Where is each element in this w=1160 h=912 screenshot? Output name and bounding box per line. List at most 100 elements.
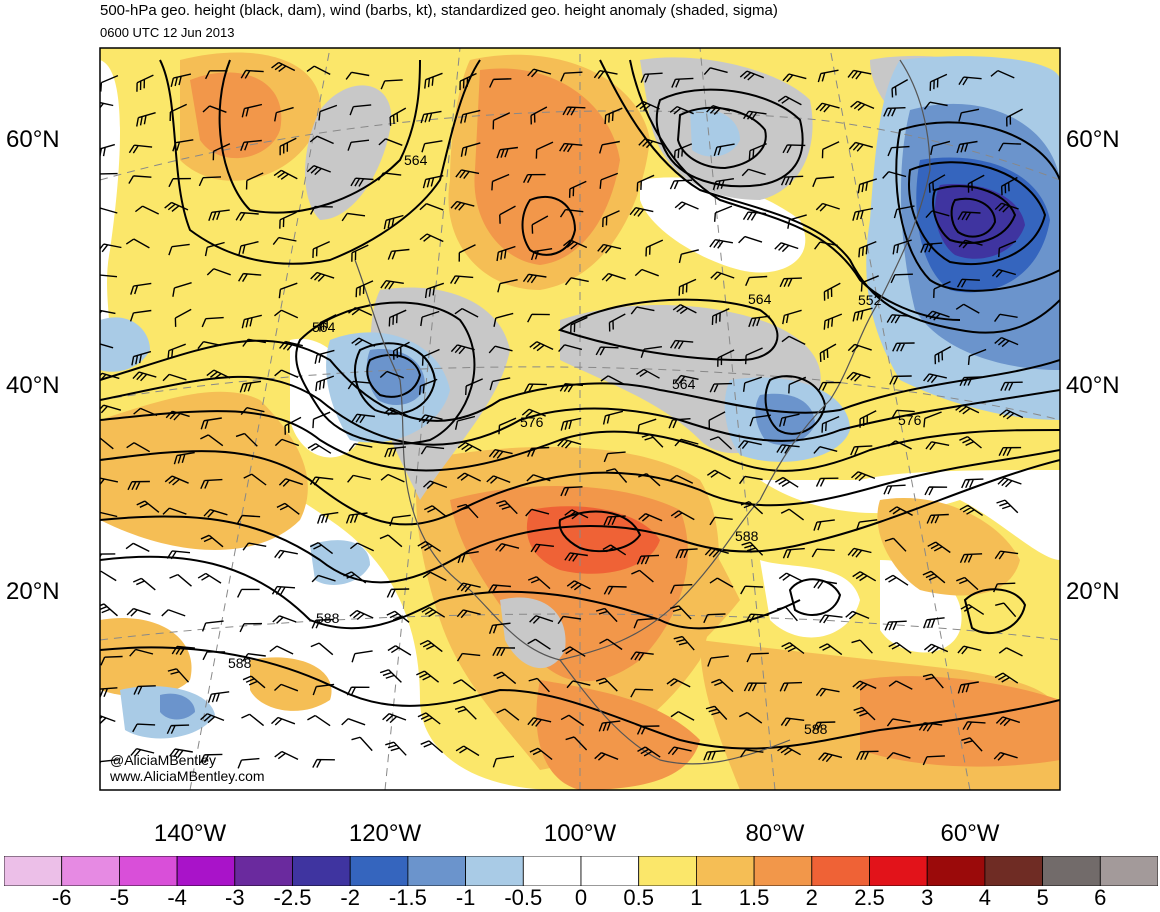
colorbar-swatch xyxy=(522,856,582,886)
colorbar-swatch xyxy=(638,856,697,886)
wind-barb xyxy=(269,645,294,655)
wind-barb xyxy=(421,606,446,618)
wind-barb xyxy=(284,416,302,435)
wind-barb xyxy=(678,249,699,264)
colorbar-swatch xyxy=(119,856,178,886)
wind-barb xyxy=(530,543,554,553)
wind-barb xyxy=(128,175,152,184)
wind-barb xyxy=(527,717,552,727)
wind-barb xyxy=(819,614,843,624)
wind-barb xyxy=(635,368,660,379)
wind-barb xyxy=(345,512,368,524)
wind-barb xyxy=(349,609,374,621)
wind-barb xyxy=(738,235,763,244)
wind-barb xyxy=(522,273,547,284)
wind-barb xyxy=(890,273,913,284)
wind-barb xyxy=(492,755,515,768)
wind-barb xyxy=(991,268,1016,278)
wind-barb xyxy=(319,314,337,332)
wind-barb xyxy=(530,248,553,261)
wind-barb xyxy=(967,174,985,193)
wind-barb xyxy=(845,610,870,620)
wind-barb xyxy=(557,615,582,625)
wind-barb xyxy=(204,70,228,80)
wind-barb xyxy=(420,310,440,327)
wind-barb xyxy=(924,643,949,654)
wind-barb xyxy=(923,101,948,110)
wind-barb xyxy=(957,211,981,221)
wind-barb xyxy=(776,606,798,622)
wind-barb xyxy=(923,373,947,384)
coastlines xyxy=(354,59,931,765)
wind-barb xyxy=(465,378,483,396)
wind-barb xyxy=(563,239,588,250)
wind-barb xyxy=(560,71,583,82)
wind-barb xyxy=(385,741,407,756)
colorbar-label: -3 xyxy=(225,885,245,910)
wind-barb xyxy=(271,716,296,726)
wind-barb xyxy=(669,605,692,620)
credit-handle: @AliciaMBentley xyxy=(110,752,217,768)
wind-barb xyxy=(242,542,267,551)
wind-barb xyxy=(129,309,152,322)
wind-barb xyxy=(174,308,192,327)
wind-barb xyxy=(888,680,913,690)
wind-barb xyxy=(780,175,804,186)
wind-barb xyxy=(530,106,548,125)
wind-barb xyxy=(994,550,1019,560)
wind-barb xyxy=(856,750,879,761)
wind-barb xyxy=(929,73,948,91)
wind-barb xyxy=(239,622,263,633)
wind-barb xyxy=(199,753,223,764)
wind-barb xyxy=(100,172,118,183)
wind-barb xyxy=(637,418,657,434)
wind-barb xyxy=(386,610,410,623)
wind-barb xyxy=(274,309,299,319)
contour-label: 564 xyxy=(748,291,772,307)
wind-barb xyxy=(633,617,656,629)
wind-barb xyxy=(136,112,156,127)
wind-barb xyxy=(127,480,150,491)
colorbar-swatch xyxy=(465,856,524,886)
wind-barb xyxy=(893,205,915,219)
wind-barb xyxy=(777,745,801,756)
wind-barb xyxy=(815,687,840,697)
wind-barb xyxy=(787,214,807,229)
wind-barb xyxy=(934,345,952,365)
wind-barb xyxy=(955,303,980,314)
wind-barb xyxy=(167,668,190,683)
wind-barb xyxy=(389,514,411,527)
wind-barb xyxy=(812,721,836,731)
wind-barb xyxy=(100,342,114,351)
wind-barb xyxy=(777,95,802,106)
wind-barb xyxy=(170,73,192,87)
wind-barb xyxy=(100,243,122,253)
wind-barb xyxy=(811,548,835,558)
wind-barb xyxy=(166,724,190,735)
wind-barb xyxy=(739,475,763,485)
wind-barb xyxy=(133,407,158,417)
wind-barb xyxy=(959,504,983,516)
wind-barb xyxy=(703,613,726,624)
colorbar-swatch xyxy=(696,856,755,886)
wind-barb xyxy=(788,376,807,394)
wind-barb xyxy=(100,655,123,666)
wind-barb xyxy=(884,537,907,552)
wind-barb xyxy=(595,346,619,356)
wind-barb xyxy=(459,72,477,91)
wind-barb xyxy=(349,104,372,116)
wind-barb xyxy=(309,135,334,145)
wind-barb xyxy=(994,202,1019,213)
wind-barb xyxy=(237,757,260,769)
height-contours xyxy=(100,59,1060,750)
wind-barb xyxy=(604,107,623,125)
wind-barb xyxy=(382,713,407,724)
wind-barb xyxy=(346,686,370,696)
wind-barb xyxy=(961,737,983,752)
wind-barb xyxy=(997,477,1022,488)
wind-barb xyxy=(100,372,120,382)
wind-barb xyxy=(130,748,155,757)
wind-barb xyxy=(377,172,402,181)
wind-barb xyxy=(100,570,117,582)
wind-barb xyxy=(456,652,481,662)
